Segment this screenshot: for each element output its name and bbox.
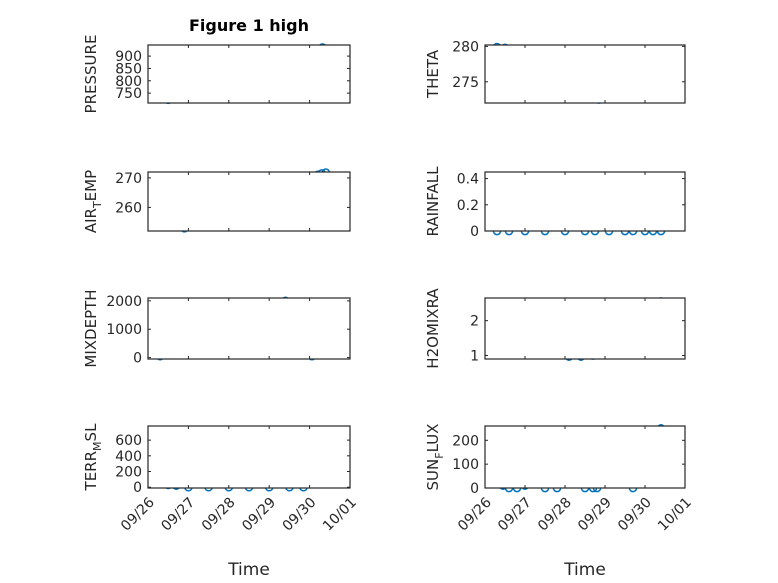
x-tick-label: 10/01 [320,495,360,535]
y-tick-label: 850 [115,61,142,77]
subplot-theta: 275 280 THETA [424,39,686,104]
y-tick-label: 900 [115,49,142,65]
x-tick-label: 09/30 [280,495,320,535]
x-tick-label: 09/27 [495,495,535,535]
y-tick-label: 100 [452,457,479,473]
y-axis-label: PRESSURE [82,35,100,114]
chart-title: Figure 1 high [189,16,309,35]
y-tick-label: 600 [115,433,142,449]
x-axis-label: Time [563,560,606,580]
axes-frame [484,425,686,489]
x-tick-label: 09/27 [158,495,198,535]
y-axis-label: SUNFLUX [424,424,446,491]
y-axis-label: H2OMIXRA [424,288,442,369]
subplot-mixdepth: 0 1000 2000 MIXDEPTH [82,289,351,368]
y-tick-label: 200 [452,433,479,449]
subplot-h2omixra: 1 2 H2OMIXRA [424,288,686,369]
y-tick-label: 1 [470,349,479,365]
y-tick-label: 400 [115,449,142,465]
axes-frame [147,425,351,489]
y-tick-label: 0 [470,481,479,497]
y-axis-label: TERRMSL [82,423,104,492]
y-tick-label: 800 [115,74,142,90]
y-axis-label: AIRTEMP [82,170,104,233]
y-tick-label: 1000 [106,322,142,338]
axes-frame [147,171,351,232]
y-tick-label: 275 [452,75,479,91]
y-tick-label: 0 [470,224,479,240]
y-axis-label: MIXDEPTH [82,289,100,367]
x-tick-label: 09/29 [575,495,615,535]
y-tick-label: 750 [115,86,142,102]
y-tick-label: 260 [115,200,142,216]
x-tick-label: 09/26 [118,495,158,535]
x-tick-label: 09/28 [199,495,239,535]
y-tick-label: 280 [452,39,479,55]
y-tick-label: 2000 [106,294,142,310]
x-tick-label: 10/01 [655,495,695,535]
subplot-sun: 0 100 200 09/26 09/27 09/28 09/29 09/30 10/01 Tim… [424,424,695,580]
subplot-rainfall: 0 0.2 0.4 RAINFALL [424,166,686,240]
y-tick-label: 0 [133,351,142,367]
x-tick-label: 09/28 [535,495,575,535]
y-tick-label: 0 [133,480,142,496]
axes-frame [484,44,686,104]
y-tick-label: 0.4 [457,172,479,188]
y-tick-label: 0.2 [457,198,479,214]
x-tick-label: 09/30 [615,495,655,535]
y-axis-label: THETA [424,49,442,99]
x-tick-label: 09/26 [455,495,495,535]
axes-frame [484,171,686,232]
axes-frame [484,297,686,360]
subplot-air: 260 270 AIRTEMP [82,168,351,233]
axes-frame [147,297,351,360]
x-axis-label: Time [227,560,270,580]
y-tick-label: 270 [115,171,142,187]
y-tick-label: 200 [115,465,142,481]
y-tick-label: 2 [470,314,479,330]
y-axis-label: RAINFALL [424,166,442,237]
axes-frame [147,44,351,104]
x-tick-label: 09/29 [239,495,279,535]
